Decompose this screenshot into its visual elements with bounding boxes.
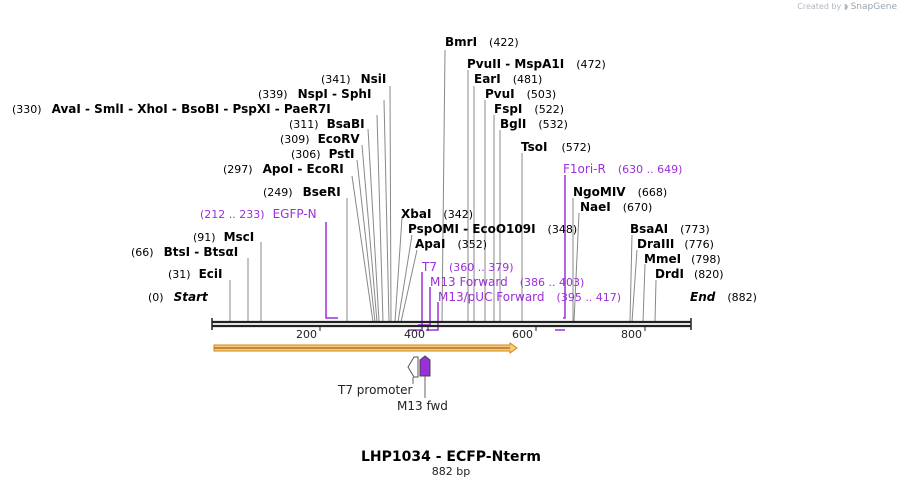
- enzyme-ngomiv: NgoMIV (668): [573, 185, 667, 199]
- leader-ecorv: [361, 144, 378, 323]
- tick-400: 400: [404, 328, 425, 341]
- primer-egfp-label: (212 .. 233) EGFP-N: [200, 207, 317, 221]
- enzyme-drdi: DrdI (820): [655, 267, 724, 281]
- enzyme-msci: (91) MscI: [193, 230, 254, 244]
- enzyme-fspi: FspI (522): [494, 102, 564, 116]
- primer-labels: (212 .. 233) EGFP-N F1ori-R (630 .. 649) T…: [200, 162, 682, 304]
- leader-bsabi: [367, 128, 380, 323]
- ruler-ticks: [319, 326, 646, 331]
- enzyme-end: End (882): [690, 290, 757, 304]
- enzyme-pvui: PvuI (503): [485, 87, 556, 101]
- enzyme-bgli: BglI (532): [500, 117, 568, 131]
- primer-m13fwd-label: M13 Forward (386 .. 403): [430, 275, 584, 289]
- primer-f1ori-label: F1ori-R (630 .. 649): [563, 162, 682, 176]
- enzyme-bsaai: BsaAI (773): [630, 222, 710, 236]
- snapgene-logo-icon: ◗: [843, 2, 849, 11]
- tick-200: 200: [296, 328, 317, 341]
- enzyme-tsoi: TsoI (572): [521, 140, 591, 154]
- enzyme-psti: (306) PstI: [291, 147, 355, 161]
- leader-psti: [356, 159, 376, 323]
- enzyme-bseri: (249) BseRI: [263, 185, 341, 199]
- leader-draiii: [631, 249, 638, 323]
- m13-fwd-label: M13 fwd: [397, 399, 448, 413]
- primer-m13fwd-arrow: [418, 287, 431, 326]
- snapgene-credit: Created by ◗ SnapGene: [797, 2, 897, 12]
- primer-t7-label: T7 (360 .. 379): [421, 260, 514, 274]
- enzyme-xbai: XbaI (342): [401, 207, 473, 221]
- leader-naei: [573, 212, 580, 323]
- leader-nsii: [389, 85, 392, 323]
- sequence-backbone: [211, 318, 692, 330]
- enzyme-bsabi: (311) BsaBI: [289, 117, 365, 131]
- leader-xbai: [394, 217, 403, 323]
- enzyme-mmei: MmeI (798): [644, 252, 721, 266]
- enzyme-nsii: (341) NsiI: [321, 72, 386, 86]
- primer-m13puc-label: M13/pUC Forward (395 .. 417): [438, 290, 621, 304]
- m13-fwd-glyph: [419, 355, 431, 377]
- feature-glyphs[interactable]: [407, 355, 431, 398]
- enzyme-apoi: (297) ApoI - EcoRI: [223, 162, 344, 176]
- enzyme-bmri: BmrI (422): [445, 35, 519, 49]
- ruler-labels: 200 400 600 800: [296, 328, 642, 341]
- enzyme-draiii: DraIII (776): [637, 237, 714, 251]
- leader-nspi: [383, 99, 390, 323]
- enzyme-nspi: (339) NspI - SphI: [258, 87, 371, 101]
- enzyme-eari: EarI (481): [474, 72, 542, 86]
- enzyme-naei: NaeI (670): [580, 200, 652, 214]
- primer-m13puc-arrow: [426, 302, 439, 331]
- leader-avai: [376, 114, 384, 323]
- enzyme-ecii: (31) EciI: [168, 267, 222, 281]
- t7-promoter-label: T7 promoter: [337, 383, 413, 397]
- leader-apai: [400, 249, 418, 323]
- leader-bsaai: [629, 234, 633, 323]
- leader-apoi: [351, 175, 374, 323]
- leader-lines: [229, 49, 657, 323]
- enzyme-pspomi: PspOMI - EcoO109I (348): [408, 222, 577, 236]
- snapgene-name: SnapGene: [850, 2, 897, 12]
- orange-feature-arrow[interactable]: [213, 342, 518, 354]
- enzyme-start: (0) Start: [148, 290, 209, 304]
- leader-drdi: [654, 279, 657, 323]
- t7-promoter-glyph: [407, 356, 419, 378]
- enzyme-apai: ApaI (352): [415, 237, 487, 251]
- primer-t7-arrow: [408, 272, 423, 331]
- enzyme-labels: (0) Start End (882) (31) EciI (66) BtsI - Bt…: [12, 35, 757, 304]
- primer-egfp-arrow: [325, 222, 338, 319]
- plasmid-size: 882 bp: [432, 465, 470, 478]
- leader-bmri: [441, 49, 446, 323]
- leader-mmei: [642, 263, 646, 323]
- leader-pspomi: [397, 234, 413, 323]
- primer-leaders: [325, 175, 566, 331]
- primer-f1ori-arrow: [563, 175, 566, 319]
- enzyme-ecorv: (309) EcoRV: [280, 132, 360, 146]
- tick-600: 600: [512, 328, 533, 341]
- enzyme-avai: (330) AvaI - SmlI - XhoI - BsoBI - PspXI …: [12, 102, 331, 116]
- plasmid-title: LHP1034 - ECFP-Nterm: [361, 449, 541, 465]
- enzyme-btsi: (66) BtsI - BtsαI: [131, 245, 238, 259]
- enzyme-pvuii: PvuII - MspA1I (472): [467, 57, 606, 71]
- created-by-text: Created by: [797, 2, 842, 11]
- tick-800: 800: [621, 328, 642, 341]
